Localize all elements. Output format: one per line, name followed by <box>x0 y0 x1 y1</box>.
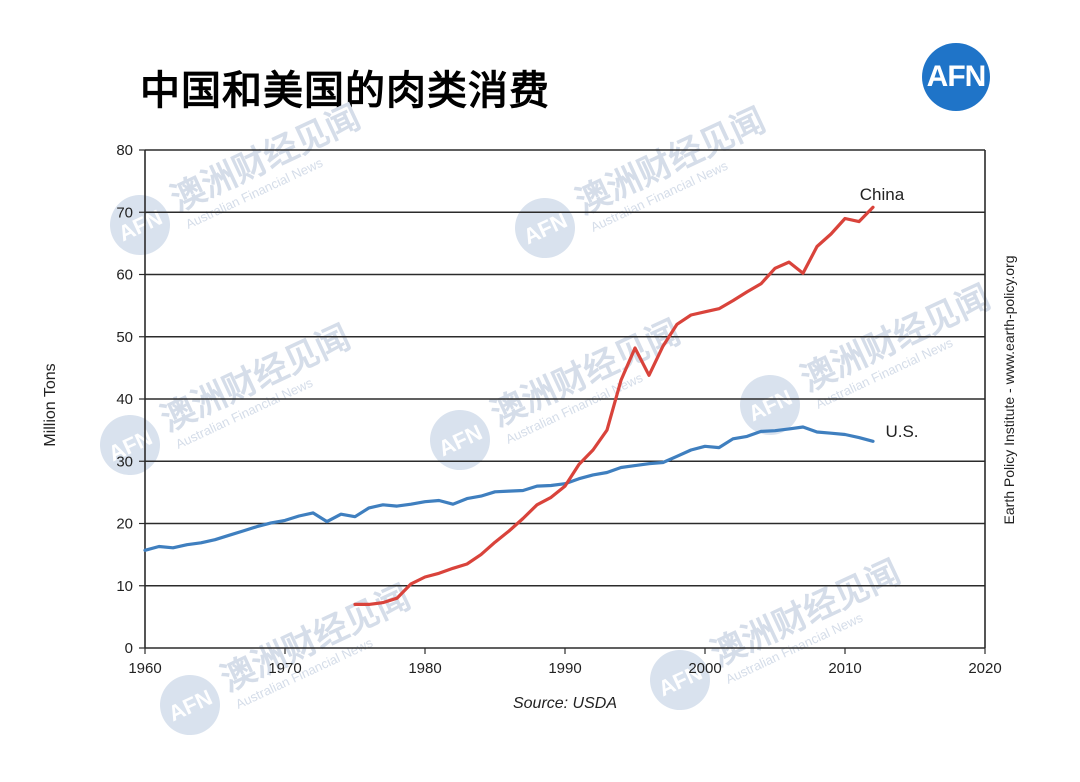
y-tick-label: 50 <box>116 329 133 346</box>
watermark-logo-icon <box>740 375 800 435</box>
watermark-text: 澳洲财经见闻 <box>165 97 367 219</box>
chart-grid <box>145 149 985 587</box>
watermark-logo-icon <box>160 675 220 735</box>
page-title: 中国和美国的肉类消费 <box>140 68 550 114</box>
series-label-us: U.S. <box>885 422 918 441</box>
x-tick-label: 2000 <box>688 660 721 677</box>
y-tick-label: 0 <box>125 640 133 657</box>
x-tick-label: 2020 <box>968 660 1001 677</box>
y-tick-label: 80 <box>116 142 133 159</box>
x-tick-label: 1980 <box>408 660 441 677</box>
y-tick-label: 60 <box>116 267 133 284</box>
x-tick-label: 1970 <box>268 660 301 677</box>
watermark-logo-icon <box>110 195 170 255</box>
watermark-logo-icon <box>650 650 710 710</box>
chart-axes: 0 10 20 30 40 50 60 70 80 1960 1970 1980 1990 2000 201… <box>116 142 1001 677</box>
x-tick-label: 1960 <box>128 660 161 677</box>
x-tick-label: 2010 <box>828 660 861 677</box>
x-tick-label: 1990 <box>548 660 581 677</box>
watermark-text: 澳洲财经见闻 <box>215 577 417 699</box>
y-tick-label: 40 <box>116 391 133 408</box>
afn-logo: AFN <box>922 43 990 111</box>
credit-label: Earth Policy Institute - www.earth-polic… <box>1001 256 1017 525</box>
watermark-logo-icon <box>430 410 490 470</box>
chart-labels: Million Tons Source: USDA Earth Policy I… <box>42 256 1017 712</box>
chart-series: U.S. China <box>143 185 919 607</box>
y-tick-label: 30 <box>116 453 133 470</box>
series-line-china <box>353 205 875 607</box>
watermark-text: 澳洲财经见闻 <box>795 277 997 399</box>
y-tick-label: 20 <box>116 516 133 533</box>
watermark-text: 澳洲财经见闻 <box>705 552 907 674</box>
source-label: Source: USDA <box>513 695 617 712</box>
series-line-us <box>143 425 875 552</box>
y-axis-title: Million Tons <box>42 363 59 446</box>
watermark-text: 澳洲财经见闻 <box>155 317 357 439</box>
watermark-text: 澳洲财经见闻 <box>570 100 772 222</box>
y-tick-label: 10 <box>116 578 133 595</box>
y-tick-label: 70 <box>116 204 133 221</box>
watermark-text: 澳洲财经见闻 <box>485 312 687 434</box>
series-label-china: China <box>860 185 905 204</box>
